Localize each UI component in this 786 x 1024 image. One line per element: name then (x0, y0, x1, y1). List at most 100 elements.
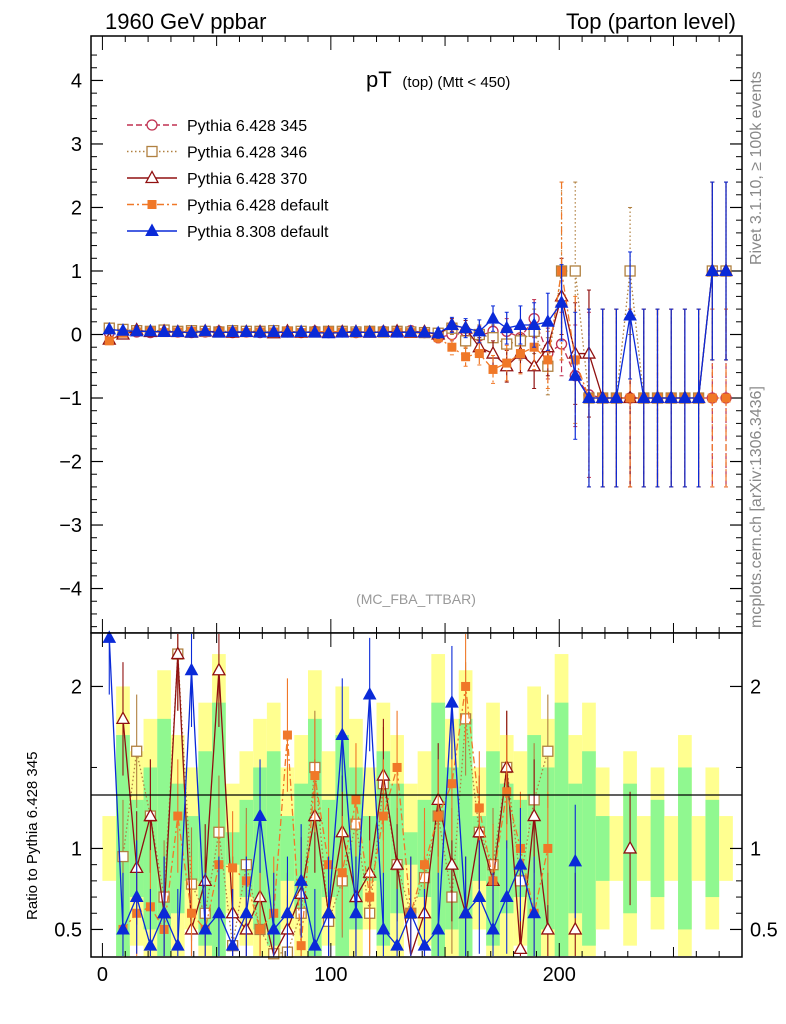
legend: Pythia 6.428 345 Pythia 6.428 346 Pythia 6… (127, 118, 329, 241)
band-inner (554, 702, 569, 956)
y-tick-label: 2 (71, 197, 82, 219)
ratio-point (170, 646, 185, 660)
ratio-y-tick-label-right: 2 (750, 676, 761, 698)
plot-title-sub: (top) (Mtt < 450) (402, 74, 510, 91)
ratio-point (308, 938, 322, 951)
data-point (458, 320, 473, 334)
data-point (719, 263, 733, 276)
ratio-point (362, 687, 377, 700)
band-outer (691, 816, 706, 881)
ratio-point (447, 779, 457, 789)
data-point (569, 265, 581, 277)
data-point (543, 355, 553, 365)
ratio-point (266, 921, 281, 935)
legend-entry: Pythia 6.428 370 (127, 170, 307, 188)
main-y-ticks: −4 −3 −2 −1 0 1 2 3 4 (59, 54, 742, 628)
ratio-point (129, 889, 144, 903)
ratio-point (211, 662, 227, 676)
ratio-point (502, 787, 512, 797)
ratio-point (282, 730, 292, 740)
data-point (488, 364, 498, 374)
ratio-point (513, 941, 528, 955)
ratio-axis-label: Ratio to Pythia 6.428 345 (24, 752, 41, 920)
data-point (335, 325, 350, 338)
ratio-point (499, 889, 514, 903)
ratio-y-tick-label-right: 1 (750, 838, 761, 860)
data-point (308, 325, 322, 338)
ratio-point (543, 843, 553, 853)
data-point (403, 324, 418, 337)
data-point (664, 390, 679, 404)
ratio-point (474, 803, 484, 813)
x-tick-label: 0 (97, 964, 108, 986)
data-point (104, 336, 114, 346)
band-inner (650, 799, 665, 898)
ratio-point (184, 662, 199, 676)
data-point (116, 323, 130, 336)
legend-label: Pythia 6.428 370 (187, 171, 307, 188)
x-tick-label: 200 (543, 964, 576, 986)
side-label-bottom: mcplots.cern.ch [arXiv:1306.3436] (748, 386, 765, 628)
legend-label: Pythia 8.308 default (187, 224, 329, 241)
ratio-panel: 0.5 0.5 1 1 2 2 0 100 200 (54, 630, 778, 986)
legend-marker (146, 119, 158, 131)
data-point (486, 311, 500, 324)
ratio-point (445, 695, 459, 708)
data-point (609, 390, 624, 404)
ratio-point (170, 938, 185, 951)
data-point (253, 325, 267, 338)
ratio-y-ticks: 0.5 0.5 1 1 2 2 (54, 676, 778, 941)
data-point (445, 317, 459, 330)
legend-label: Pythia 6.428 346 (187, 145, 307, 162)
ratio-point (310, 771, 320, 781)
legend-marker (147, 200, 157, 209)
ratio-line (108, 637, 535, 948)
watermark: (MC_FBA_TTBAR) (356, 591, 476, 607)
ratio-point (389, 856, 405, 870)
ratio-y-tick-label-right: 0.5 (750, 919, 778, 941)
y-tick-label: −1 (59, 388, 82, 410)
ratio-point (143, 808, 158, 822)
y-tick-label: 3 (71, 134, 82, 156)
ratio-point (335, 727, 350, 741)
ratio-frame (90, 632, 743, 958)
legend-entry: Pythia 6.428 346 (127, 145, 307, 162)
band-inner (582, 751, 596, 946)
data-point (707, 393, 717, 403)
data-point (431, 325, 446, 339)
ratio-point (296, 941, 306, 951)
data-point (678, 390, 692, 404)
ratio-point (187, 908, 197, 918)
data-point (499, 320, 514, 334)
data-point (157, 324, 171, 337)
data-point (650, 390, 665, 404)
side-label-top: Rivet 3.1.10, ≥ 100k events (748, 71, 765, 265)
data-point (198, 323, 213, 337)
series-line (109, 270, 727, 399)
y-tick-label: −3 (59, 515, 82, 537)
ratio-point (419, 860, 429, 870)
data-point (170, 324, 185, 337)
y-tick-label: −2 (59, 452, 82, 474)
plot-title: pT (top) (Mtt < 450) (366, 67, 510, 92)
data-point (184, 325, 199, 338)
ratio-point (433, 811, 443, 821)
legend-entry: Pythia 8.308 default (127, 223, 329, 241)
data-point (447, 342, 457, 352)
ratio-point (280, 905, 295, 919)
data-point (636, 390, 651, 404)
ratio-point (542, 745, 554, 757)
ratio-point (417, 938, 432, 951)
band-outer (719, 816, 733, 881)
data-point (461, 352, 471, 362)
x-tick-label: 100 (314, 964, 347, 986)
data-point (321, 325, 336, 339)
ratio-point (486, 921, 500, 935)
data-point (595, 390, 610, 404)
ratio-point (403, 905, 418, 919)
data-point (554, 295, 569, 308)
data-point (691, 390, 706, 404)
ratio-point (212, 905, 226, 919)
data-point (623, 307, 637, 321)
ratio-point (239, 905, 254, 919)
